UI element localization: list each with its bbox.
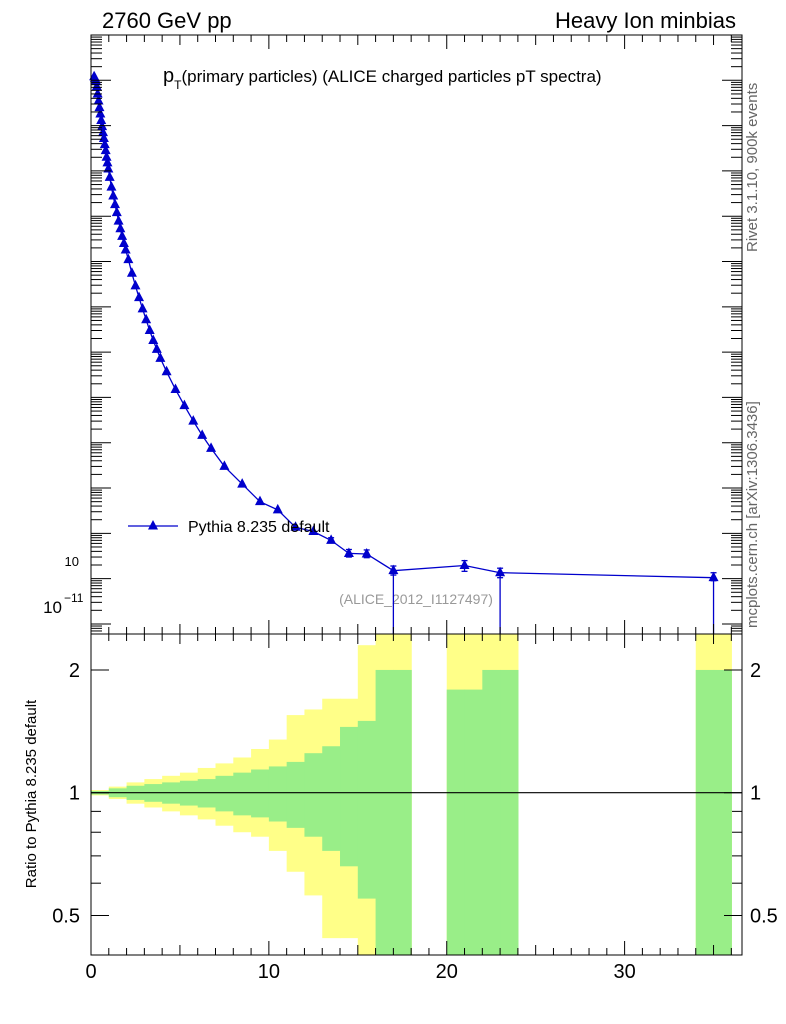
- inner-band-bin: [500, 669, 519, 955]
- mc-data-point: [197, 429, 208, 439]
- mc-data-point: [104, 171, 115, 181]
- mc-data-point: [91, 80, 102, 91]
- mc-data-point: [272, 503, 283, 514]
- mc-data-point: [126, 267, 137, 277]
- mc-data-point: [113, 215, 124, 225]
- mc-data-point: [108, 189, 119, 200]
- mc-data-point: [388, 564, 399, 575]
- mc-series-line: [93, 76, 714, 579]
- inner-band-bin: [393, 669, 412, 955]
- ratio-y-tick-label: 2: [69, 660, 80, 682]
- x-tick-label: 30: [613, 961, 635, 983]
- chart-title-subscript: T: [174, 78, 182, 92]
- mc-data-point: [118, 237, 129, 247]
- mc-data-point: [161, 365, 172, 376]
- inner-band-bin: [322, 746, 341, 851]
- mc-data-point: [237, 478, 248, 488]
- inner-band-bin: [286, 761, 306, 828]
- mc-data-point: [708, 571, 719, 582]
- mc-data-point: [100, 144, 111, 155]
- mc-data-point: [155, 352, 166, 362]
- mc-data-point: [148, 334, 159, 345]
- mc-data-point: [188, 415, 199, 425]
- ratio-y-axis-title: Ratio to Pythia 8.235 default: [23, 699, 40, 888]
- mc-data-point: [102, 156, 113, 167]
- mc-data-point: [94, 101, 105, 112]
- mc-data-point: [219, 460, 230, 470]
- main-y-tick-exponent: −11: [64, 591, 84, 605]
- mc-data-point: [117, 230, 128, 240]
- mc-data-point: [134, 291, 145, 302]
- ratio-y-tick-label: 0.5: [52, 905, 80, 927]
- inner-band-bin: [446, 689, 466, 955]
- mc-data-point: [137, 302, 148, 313]
- mc-data-point: [103, 163, 114, 173]
- ratio-y-tick-label-right: 2: [750, 660, 761, 682]
- mc-data-point: [254, 495, 265, 506]
- mc-data-point: [95, 108, 106, 118]
- mc-data-point: [179, 399, 190, 410]
- mc-data-point: [111, 206, 122, 217]
- mc-data-point: [99, 138, 110, 149]
- ratio-y-tick-label-right: 1: [750, 783, 761, 805]
- mc-data-point: [459, 559, 470, 570]
- inner-band-bin: [233, 772, 252, 816]
- legend-label: Pythia 8.235 default: [188, 519, 330, 536]
- inner-band-bin: [340, 726, 359, 867]
- main-plot-frame: [90, 34, 743, 635]
- inner-band-bin: [375, 669, 394, 955]
- inner-band-bin: [713, 669, 732, 955]
- mc-data-point: [343, 547, 354, 557]
- mc-data-point: [361, 547, 372, 558]
- inner-band-bin: [482, 669, 501, 955]
- mc-data-point: [130, 279, 141, 290]
- ratio-plot-frame: [90, 633, 743, 956]
- x-tick-label: 0: [85, 961, 96, 983]
- mc-data-point: [120, 243, 131, 254]
- x-tick-label: 10: [258, 961, 280, 983]
- mc-data-point: [96, 114, 107, 124]
- ratio-y-tick-label-right: 0.5: [750, 905, 778, 927]
- analysis-watermark: (ALICE_2012_I1127497): [339, 591, 493, 607]
- mc-data-point: [123, 253, 134, 264]
- inner-band-bin: [695, 669, 715, 955]
- chart-title: pT(primary particles) (ALICE charged par…: [163, 65, 602, 92]
- x-tick-label: 20: [436, 961, 458, 983]
- main-y-tick-label: 10: [43, 598, 62, 617]
- chart-title-text: (primary particles) (ALICE charged parti…: [181, 67, 601, 86]
- mc-data-point: [290, 521, 301, 531]
- inner-band-bin: [304, 753, 323, 837]
- ratio-bands: [91, 634, 732, 955]
- mc-data-point: [110, 198, 121, 209]
- mc-data-point: [495, 566, 506, 577]
- header-process: Heavy Ion minbias: [555, 8, 736, 33]
- mc-data-point: [141, 313, 152, 324]
- inner-band-bin: [215, 775, 234, 812]
- inner-band-bin: [464, 689, 483, 955]
- inner-band-bin: [251, 769, 270, 818]
- mc-data-point: [93, 94, 104, 105]
- main-y-tick-label: 10: [65, 554, 79, 569]
- chart-title-symbol: p: [163, 65, 174, 87]
- header-energy: 2760 GeV pp: [102, 8, 232, 33]
- inner-band-bin: [268, 766, 288, 822]
- mc-data-point: [115, 222, 126, 233]
- mc-data-point: [92, 87, 103, 98]
- ratio-y-tick-label: 1: [69, 783, 80, 805]
- mc-data-point: [151, 343, 162, 353]
- mc-data-point: [326, 534, 337, 544]
- mc-data-point: [170, 383, 181, 393]
- mc-data-point: [308, 525, 319, 535]
- mc-data-point: [101, 151, 112, 161]
- inner-band-bin: [357, 720, 377, 899]
- mc-data-point: [98, 126, 109, 137]
- mc-data-point: [206, 442, 217, 452]
- mc-data-point: [144, 324, 155, 335]
- legend-marker: [148, 520, 158, 530]
- mc-data-point: [106, 181, 117, 191]
